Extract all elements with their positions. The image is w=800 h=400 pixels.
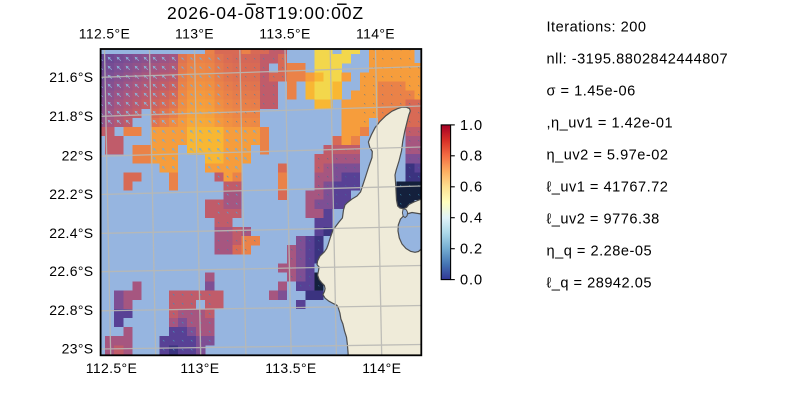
svg-text:113°E: 113°E xyxy=(180,360,219,376)
svg-text:21.6°S: 21.6°S xyxy=(49,69,93,85)
svg-text:2026-04-08T19:00:00Z: 2026-04-08T19:00:00Z xyxy=(167,3,364,23)
svg-text:113°E: 113°E xyxy=(175,26,214,42)
svg-text:112.5°E: 112.5°E xyxy=(79,26,130,42)
svg-text:114°E: 114°E xyxy=(362,360,401,376)
svg-text:1.0: 1.0 xyxy=(460,118,483,134)
svg-text:nll: -3195.8802842444807: nll: -3195.8802842444807 xyxy=(547,51,729,67)
svg-text:23°S: 23°S xyxy=(62,340,94,356)
svg-text:112.5°E: 112.5°E xyxy=(86,360,137,376)
svg-text:22.6°S: 22.6°S xyxy=(49,263,93,279)
svg-text:ℓ_uv2 = 9776.38: ℓ_uv2 = 9776.38 xyxy=(547,211,660,227)
svg-text:0.8: 0.8 xyxy=(460,149,483,165)
svg-text:Iterations: 200: Iterations: 200 xyxy=(547,19,647,35)
svg-text:22.8°S: 22.8°S xyxy=(49,302,93,318)
svg-text:η_q = 2.28e-05: η_q = 2.28e-05 xyxy=(547,243,653,259)
svg-text:η_uv2 = 5.97e-02: η_uv2 = 5.97e-02 xyxy=(547,147,669,163)
svg-text:0.0: 0.0 xyxy=(460,273,483,289)
svg-text:ℓ_q = 28942.05: ℓ_q = 28942.05 xyxy=(547,275,652,291)
svg-text:113.5°E: 113.5°E xyxy=(259,26,310,42)
svg-text:22°S: 22°S xyxy=(62,148,94,164)
svg-text:,η_uv1 = 1.42e-01: ,η_uv1 = 1.42e-01 xyxy=(547,115,674,131)
svg-text:22.4°S: 22.4°S xyxy=(49,225,93,241)
svg-text:21.8°S: 21.8°S xyxy=(49,108,93,124)
svg-text:0.2: 0.2 xyxy=(460,242,483,258)
svg-text:0.4: 0.4 xyxy=(460,211,483,227)
svg-text:0.6: 0.6 xyxy=(460,180,483,196)
svg-text:ℓ_uv1 = 41767.72: ℓ_uv1 = 41767.72 xyxy=(547,179,669,195)
svg-text:22.2°S: 22.2°S xyxy=(49,186,93,202)
svg-text:113.5°E: 113.5°E xyxy=(265,360,316,376)
svg-text:σ = 1.45e-06: σ = 1.45e-06 xyxy=(547,83,636,99)
svg-text:114°E: 114°E xyxy=(356,26,395,42)
